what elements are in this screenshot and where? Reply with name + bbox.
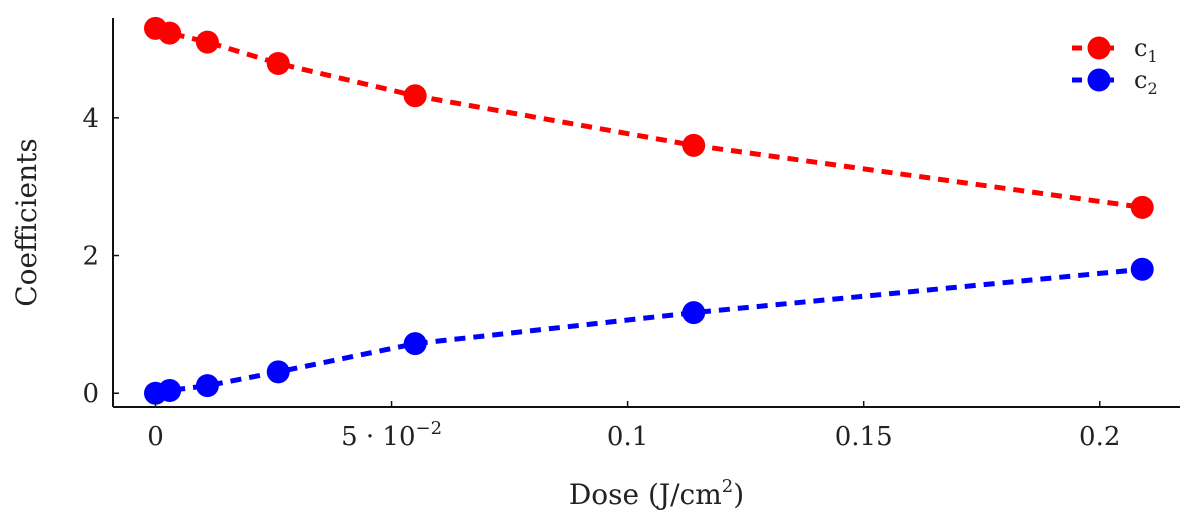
x-tick-label: 5 · 10−2 [341,418,442,452]
y-axis-label: Coefficients [10,138,43,307]
legend-marker-c2 [1087,68,1111,92]
data-point-c1 [158,21,182,45]
data-point-c2 [158,378,182,402]
data-point-c2 [1130,257,1154,281]
series-layer [143,16,1154,405]
data-point-c1 [403,84,427,108]
series-line-c1 [154,25,1143,210]
x-tick-label: 0.1 [607,422,648,452]
data-point-c1 [1130,195,1154,219]
data-point-c2 [403,332,427,356]
series-line-c2 [155,266,1143,396]
data-point-c1 [195,30,219,54]
data-point-c2 [682,301,706,325]
x-axis-label: Dose (J/cm2) [569,476,744,511]
x-tick-label: 0 [147,422,164,452]
data-point-c2 [195,374,219,398]
data-point-c1 [266,51,290,75]
y-tick-label: 4 [82,104,99,134]
x-tick-label: 0.15 [835,422,893,452]
y-tick-label: 2 [82,242,99,272]
legend-marker-c1 [1087,36,1111,60]
data-point-c2 [266,360,290,384]
data-point-c1 [682,133,706,157]
legend-label-c2: c2 [1134,66,1158,98]
y-tick-label: 0 [82,379,99,409]
x-tick-label: 0.2 [1079,422,1120,452]
x-tick-label-exponent: −2 [415,418,442,439]
legend-label-c1: c1 [1134,34,1158,66]
axes: 0 5 · 10−2 0.1 0.15 0.2 0 2 4 Dose (J/cm2) Coeffi… [10,18,1180,511]
